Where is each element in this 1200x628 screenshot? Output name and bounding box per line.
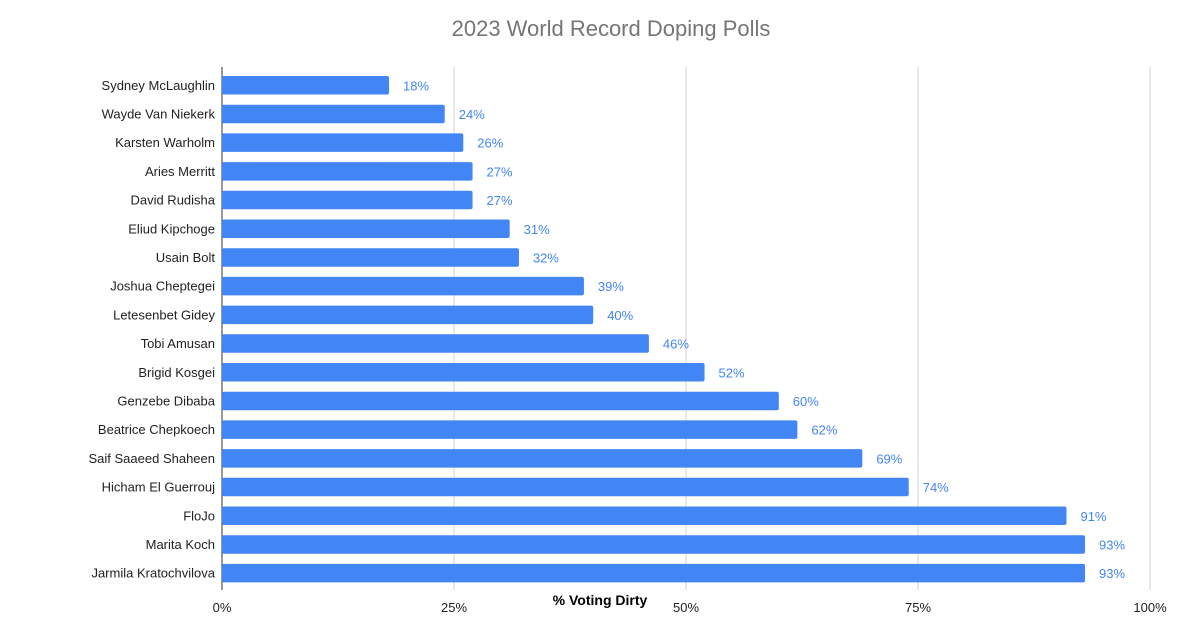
bar-row: Eliud Kipchoge 31% <box>128 219 550 238</box>
bar <box>222 305 594 325</box>
bar <box>222 449 863 468</box>
bar <box>222 391 779 411</box>
data-label: 27% <box>487 193 513 208</box>
bar-row: Genzebe Dibaba 60% <box>117 391 819 411</box>
bar-row: Hicham El Guerrouj 74% <box>102 477 949 497</box>
data-label: 40% <box>607 308 633 323</box>
category-label: Karsten Warholm <box>115 135 215 150</box>
category-label: Brigid Kosgei <box>138 365 215 380</box>
category-label: Letesenbet Gidey <box>113 307 215 322</box>
category-label: Hicham El Guerrouj <box>102 480 216 495</box>
bar-row: Joshua Cheptegei 39% <box>110 276 624 296</box>
bar-row: Beatrice Chepkoech 62% <box>98 420 838 439</box>
bar-row: Sydney McLaughlin 18% <box>102 76 429 95</box>
category-label: FloJo <box>183 508 215 523</box>
x-tick-label: 25% <box>441 600 467 615</box>
data-label: 93% <box>1099 566 1125 581</box>
bar-row: David Rudisha 27% <box>130 190 513 210</box>
category-label: Usain Bolt <box>156 250 216 265</box>
data-label: 46% <box>663 337 689 352</box>
category-label: Wayde Van Niekerk <box>102 106 216 121</box>
bar-row: Brigid Kosgei 52% <box>138 363 745 382</box>
bar-row: Usain Bolt 32% <box>156 248 559 267</box>
data-label: 91% <box>1080 509 1106 524</box>
data-label: 24% <box>459 107 485 122</box>
category-label: Jarmila Kratochvilova <box>91 566 215 581</box>
bar <box>222 104 445 124</box>
bar <box>222 276 584 296</box>
x-axis-label: % Voting Dirty <box>553 592 648 608</box>
data-label: 39% <box>598 279 624 294</box>
bar-row: Aries Merritt 27% <box>145 162 513 181</box>
bar-row: Karsten Warholm 26% <box>115 133 504 152</box>
bar <box>222 420 798 439</box>
bar-row: Wayde Van Niekerk 24% <box>102 104 485 124</box>
data-label: 62% <box>811 423 837 438</box>
bar <box>222 76 390 95</box>
category-label: Saif Saaeed Shaheen <box>89 451 216 466</box>
data-label: 26% <box>477 136 503 151</box>
category-label: Joshua Cheptegei <box>110 279 215 294</box>
category-label: Genzebe Dibaba <box>117 393 215 408</box>
data-label: 31% <box>524 222 550 237</box>
data-label: 32% <box>533 250 559 265</box>
bar <box>222 506 1067 525</box>
bar-row: Tobi Amusan 46% <box>141 334 689 353</box>
data-label: 60% <box>793 394 819 409</box>
bar-row: Marita Koch 93% <box>146 535 1126 554</box>
x-tick-label: 75% <box>905 600 931 615</box>
bar <box>222 535 1086 554</box>
category-label: Eliud Kipchoge <box>128 221 215 236</box>
x-tick-label: 50% <box>673 600 699 615</box>
category-label: Tobi Amusan <box>141 336 215 351</box>
category-label: Marita Koch <box>146 537 215 552</box>
data-label: 93% <box>1099 537 1125 552</box>
data-label: 27% <box>487 164 513 179</box>
x-tick-label: 100% <box>1133 600 1167 615</box>
bar <box>222 334 649 353</box>
data-label: 74% <box>923 480 949 495</box>
chart-title: 2023 World Record Doping Polls <box>452 16 771 41</box>
category-label: David Rudisha <box>130 193 215 208</box>
bar <box>222 162 473 181</box>
bar <box>222 563 1086 583</box>
category-label: Sydney McLaughlin <box>102 78 215 93</box>
bar <box>222 477 909 497</box>
data-label: 52% <box>719 365 745 380</box>
category-label: Beatrice Chepkoech <box>98 422 215 437</box>
bar <box>222 133 464 152</box>
data-label: 69% <box>876 451 902 466</box>
bar <box>222 248 519 267</box>
bar-row: Saif Saaeed Shaheen 69% <box>89 449 903 468</box>
data-label: 18% <box>403 78 429 93</box>
x-tick-label: 0% <box>213 600 232 615</box>
bar <box>222 363 705 382</box>
bar-row: Jarmila Kratochvilova 93% <box>91 563 1126 583</box>
category-label: Aries Merritt <box>145 164 215 179</box>
bar <box>222 190 473 210</box>
bar-row: FloJo 91% <box>183 506 1107 525</box>
bar <box>222 219 510 238</box>
bar-row: Letesenbet Gidey 40% <box>113 305 634 325</box>
